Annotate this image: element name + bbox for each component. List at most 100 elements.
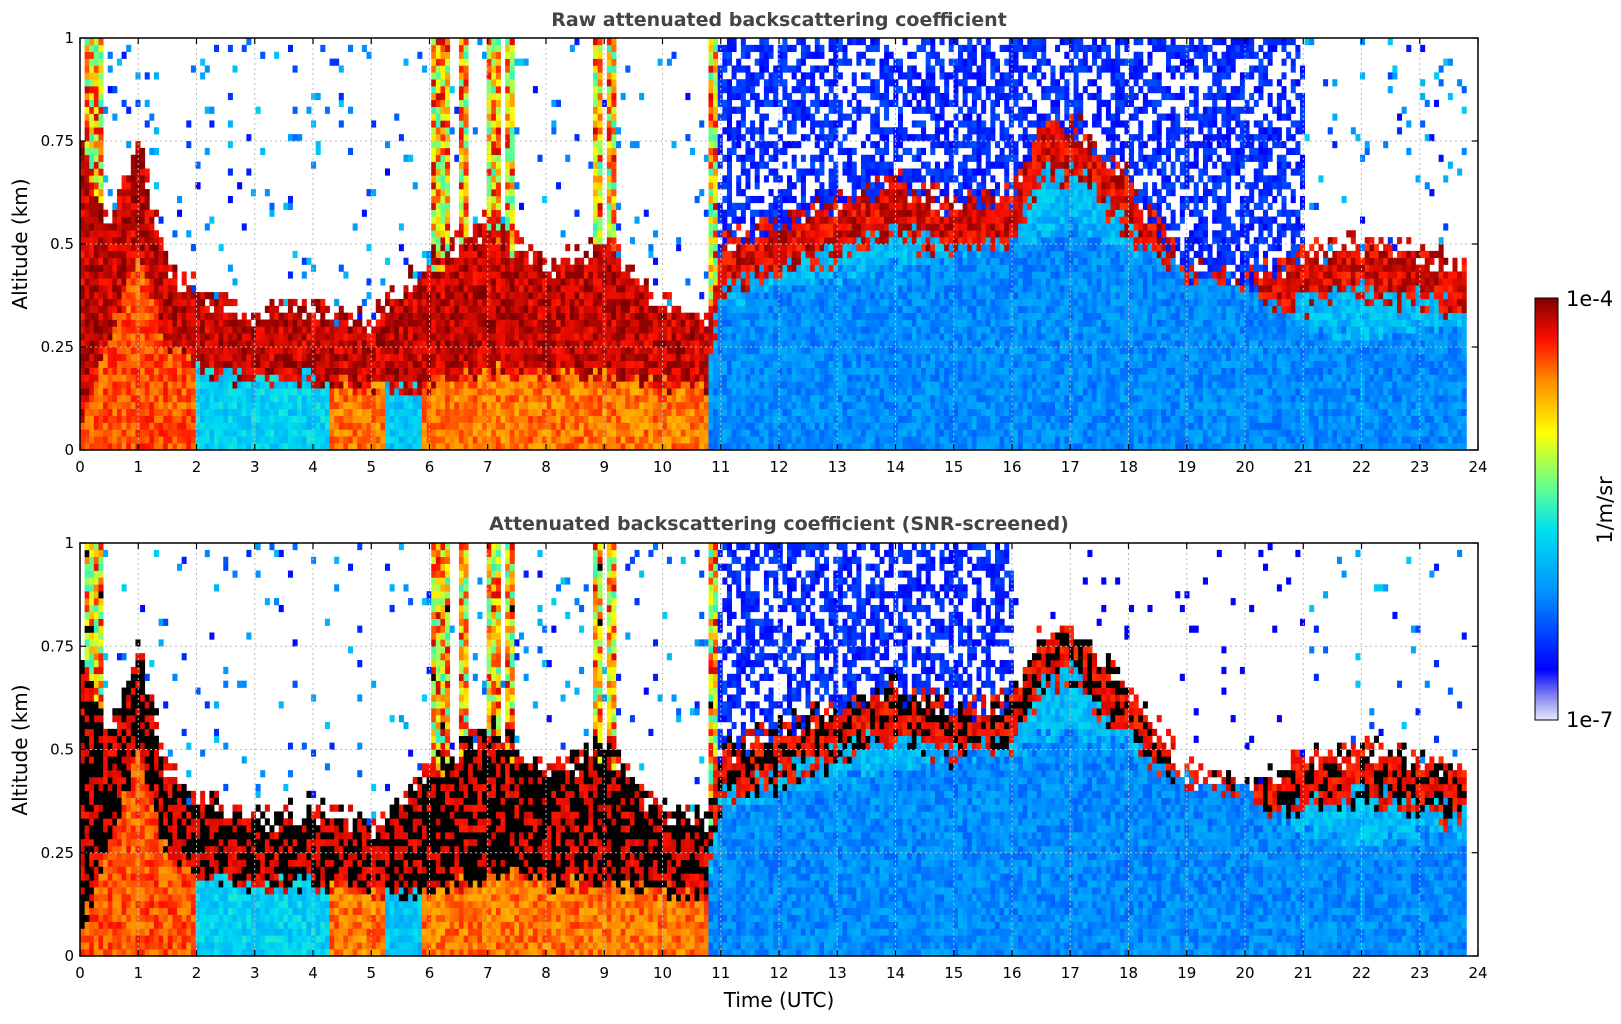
heatmap-cell (583, 326, 589, 334)
heatmap-cell (565, 395, 571, 403)
heatmap-cell (449, 298, 455, 307)
heatmap-cell (569, 443, 575, 451)
heatmap-cell (431, 422, 437, 430)
heatmap-cell (523, 367, 529, 375)
heatmap-cell (740, 429, 746, 437)
heatmap-cell (662, 408, 668, 416)
heatmap-cell (592, 106, 598, 114)
heatmap-cell (89, 298, 95, 307)
heatmap-cell (694, 381, 700, 389)
heatmap-cell (569, 340, 575, 348)
heatmap-cell (588, 436, 594, 444)
heatmap-cell (283, 381, 289, 389)
heatmap-cell (722, 298, 728, 307)
heatmap-cell (306, 436, 312, 444)
heatmap-cell (116, 326, 122, 334)
heatmap-cell (629, 388, 635, 396)
heatmap-cell (708, 422, 714, 430)
heatmap-cell (491, 436, 497, 444)
heatmap-cell (648, 422, 654, 430)
heatmap-cell (218, 436, 224, 444)
heatmap-cell (717, 340, 723, 348)
heatmap-cell (689, 415, 696, 423)
heatmap-cell (763, 92, 769, 101)
heatmap-cell (116, 429, 122, 437)
heatmap-cell (278, 395, 284, 403)
heatmap-cell (126, 353, 132, 362)
heatmap-cell (763, 395, 769, 403)
heatmap-cell (713, 340, 719, 348)
heatmap-cell (736, 360, 742, 368)
heatmap-cell (555, 436, 561, 444)
heatmap-cell (107, 285, 113, 293)
heatmap-cell (320, 401, 326, 410)
heatmap-cell (616, 292, 622, 300)
heatmap-cell (722, 415, 728, 423)
heatmap-cell (731, 443, 737, 451)
heatmap-cell (98, 223, 104, 231)
heatmap-cell (458, 271, 464, 279)
heatmap-cell (454, 326, 460, 334)
heatmap-cell (579, 408, 585, 416)
heatmap-cell (569, 285, 575, 293)
heatmap-cell (643, 326, 649, 334)
heatmap-cell (486, 223, 492, 231)
heatmap-cell (440, 278, 446, 286)
heatmap-cell (371, 388, 377, 396)
heatmap-cell (509, 154, 515, 162)
heatmap-cell (84, 353, 90, 362)
heatmap-cell (287, 195, 293, 204)
heatmap-cell (671, 326, 677, 334)
heatmap-cell (218, 312, 224, 320)
heatmap-cell (334, 401, 340, 410)
heatmap-cell (283, 415, 289, 423)
heatmap-cell (260, 436, 266, 444)
heatmap-cell (754, 367, 760, 375)
heatmap-cell (509, 388, 515, 396)
heatmap-cell (671, 141, 677, 149)
heatmap-cell (495, 429, 501, 437)
heatmap-cell (167, 422, 173, 430)
heatmap-cell (486, 422, 492, 430)
heatmap-cell (260, 429, 266, 437)
heatmap-cell (458, 106, 464, 114)
heatmap-cell (477, 305, 483, 313)
heatmap-cell (126, 436, 132, 444)
heatmap-cell (560, 271, 566, 279)
heatmap-cell (140, 319, 146, 327)
heatmap-cell (731, 326, 737, 334)
heatmap-cell (740, 374, 746, 382)
heatmap-cell (385, 360, 391, 368)
heatmap-cell (172, 443, 178, 451)
heatmap-cell (385, 347, 391, 355)
heatmap-cell (338, 347, 344, 355)
heatmap-cell (89, 264, 95, 272)
heatmap-cell (121, 230, 127, 238)
heatmap-cell (486, 44, 492, 53)
heatmap-cell (759, 120, 765, 128)
heatmap-cell (315, 353, 321, 362)
heatmap-cell (412, 422, 418, 430)
heatmap-cell (671, 388, 677, 396)
heatmap-cell (107, 264, 113, 272)
heatmap-cell (144, 374, 150, 382)
heatmap-cell (505, 209, 511, 217)
heatmap-cell (177, 209, 183, 217)
heatmap-cell (551, 374, 557, 382)
heatmap-cell (107, 347, 113, 355)
heatmap-cell (144, 257, 150, 265)
heatmap-cell (694, 340, 700, 348)
heatmap-cell (555, 374, 561, 382)
heatmap-cell (579, 347, 585, 355)
heatmap-cell (657, 360, 663, 368)
heatmap-cell (84, 175, 90, 183)
heatmap-cell (375, 401, 381, 410)
heatmap-cell (121, 401, 127, 410)
heatmap-cell (311, 408, 317, 416)
heatmap-cell (763, 360, 769, 368)
heatmap-cell (708, 86, 714, 94)
heatmap-cell (717, 360, 723, 368)
heatmap-cell (98, 134, 104, 142)
heatmap-cell (689, 360, 696, 368)
heatmap-cell (713, 395, 719, 403)
